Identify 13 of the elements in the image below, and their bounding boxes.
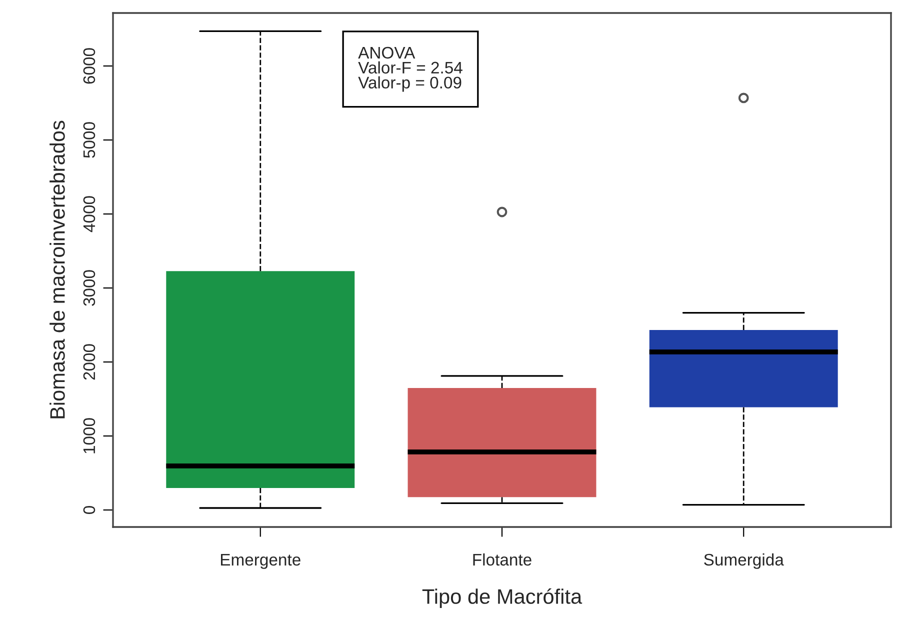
annotation: ANOVA Valor-F = 2.54 Valor-p = 0.09 bbox=[358, 46, 462, 92]
y-tick-label: 1000 bbox=[83, 418, 96, 454]
y-tick-label: 5000 bbox=[83, 122, 96, 158]
y-tick-label: 6000 bbox=[83, 48, 96, 84]
y-axis-title: Biomasa de macroinvertebrados bbox=[50, 120, 65, 418]
y-tick-label: 4000 bbox=[83, 196, 96, 232]
x-tick-label: Flotante bbox=[473, 553, 532, 566]
y-tick-label: 0 bbox=[83, 506, 96, 514]
x-tick-label: Sumergida bbox=[704, 553, 784, 569]
x-axis-title: Tipo de Macrófita bbox=[422, 588, 582, 608]
y-tick-label: 3000 bbox=[83, 270, 96, 306]
y-tick-label: 2000 bbox=[83, 344, 96, 380]
x-tick-label: Emergente bbox=[220, 554, 300, 569]
